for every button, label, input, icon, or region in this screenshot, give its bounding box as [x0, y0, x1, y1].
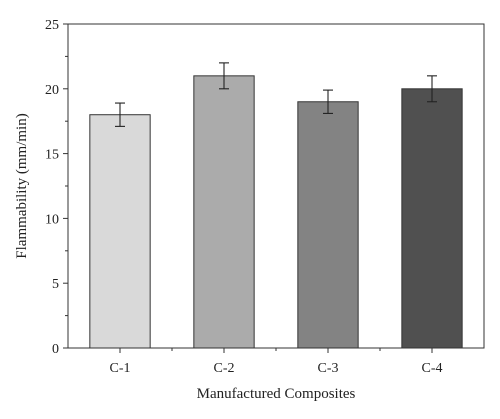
y-tick-label: 5 — [52, 277, 59, 292]
x-axis: C-1 C-2 C-3 C-4 — [110, 348, 443, 376]
y-tick-label: 15 — [45, 148, 59, 163]
y-tick-label: 10 — [45, 212, 59, 227]
x-tick-label: C-4 — [422, 361, 443, 376]
error-bars-group — [115, 62, 437, 127]
y-tick-label: 0 — [52, 342, 59, 357]
y-tick-label: 20 — [45, 83, 59, 98]
bar-c-2 — [193, 75, 255, 349]
error-bar-c-3 — [323, 89, 333, 114]
x-tick-label: C-1 — [110, 361, 131, 376]
y-tick-label: 25 — [45, 18, 59, 33]
x-axis-label: Manufactured Composites — [197, 386, 356, 402]
error-bar-c-4 — [427, 75, 437, 103]
y-axis: 0 5 10 15 20 25 — [45, 18, 68, 357]
bar-c-1 — [89, 114, 151, 349]
y-axis-label: Flammability (mm/min) — [14, 113, 30, 258]
error-bar-c-1 — [115, 102, 125, 127]
bar-c-3 — [297, 101, 359, 349]
x-tick-label: C-2 — [214, 361, 235, 376]
bar-c-4 — [401, 88, 463, 349]
plot-frame — [67, 23, 485, 349]
x-tick-label: C-3 — [318, 361, 339, 376]
bars-group — [89, 75, 463, 349]
error-bar-c-2 — [219, 62, 229, 90]
